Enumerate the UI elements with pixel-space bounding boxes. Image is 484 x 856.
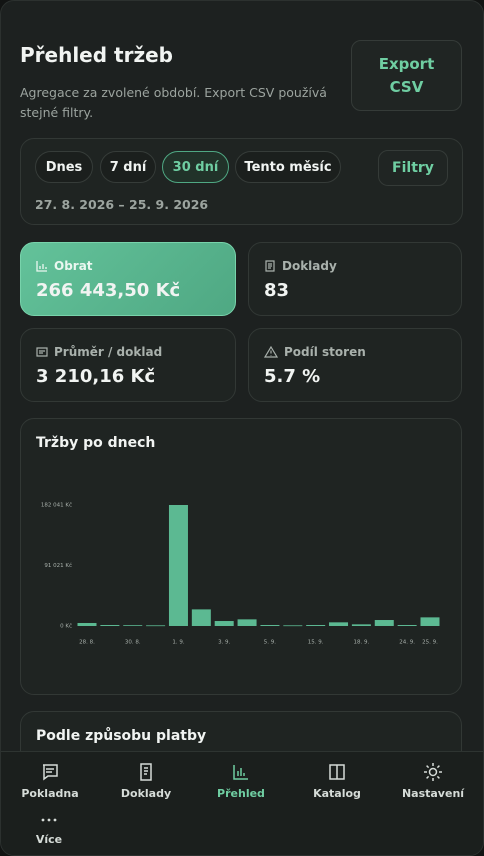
nav-item[interactable]: Přehled (193, 762, 289, 800)
kpi-value: 83 (264, 280, 290, 301)
chart-title: Tržby po dnech (36, 435, 155, 451)
bar (283, 625, 303, 627)
nav-item[interactable]: Nastavení (385, 762, 481, 800)
nav-label: Více (35, 833, 63, 846)
kpi-value: 5.7 % (264, 366, 321, 387)
nav-item[interactable]: Více (1, 812, 97, 846)
kpi-card: Průměr / doklad 3 210,16 Kč (20, 328, 236, 402)
y-tick-label: 0 Kč (60, 623, 72, 630)
icon (424, 763, 442, 781)
icon (233, 765, 248, 780)
nav-label: Doklady (120, 787, 172, 800)
chip[interactable]: 30 dní (162, 151, 229, 183)
bottom-nav: Pokladna Doklady Přehled Katalog Nastave… (1, 751, 483, 855)
icon (36, 261, 47, 272)
y-tick-label: 91 021 Kč (44, 562, 72, 569)
filter-card: Dnes 7 dní 30 dní Tento měsíc Filtry 27.… (20, 138, 463, 225)
nav-label: Nastavení (401, 787, 465, 800)
icon (43, 764, 58, 781)
bar (420, 617, 440, 626)
chart: Tržby po dnech 0 Kč 91 021 Kč 182 041 Kč 28… (36, 435, 440, 646)
nav-label: Pokladna (21, 787, 79, 800)
x-tick-label: 15. 9. (308, 640, 324, 646)
bar (214, 621, 234, 626)
kpi-label: Doklady (282, 259, 337, 273)
icon (329, 764, 345, 780)
x-tick-label: 28. 8. (79, 640, 95, 646)
nav-item[interactable]: Doklady (98, 762, 194, 800)
kpi-card: Podíl storen 5.7 % (248, 328, 462, 402)
page-subtitle: Agregace za zvolené období. Export CSV p… (20, 85, 327, 120)
chip[interactable]: Dnes (35, 151, 93, 183)
kpi-card: Obrat 266 443,50 Kč (20, 242, 236, 316)
icon (264, 346, 278, 358)
bar (260, 625, 280, 626)
bar (374, 620, 394, 626)
chip[interactable]: Tento měsíc (235, 151, 341, 183)
date-range: 27. 8. 2026 – 25. 9. 2026 (35, 197, 209, 212)
nav-item[interactable]: Pokladna (2, 762, 98, 800)
bar (77, 623, 97, 626)
kpi-value: 266 443,50 Kč (36, 280, 181, 301)
nav-label: Přehled (217, 787, 265, 800)
kpi-label: Obrat (54, 259, 93, 273)
bar (123, 625, 143, 627)
chip[interactable]: 7 dní (100, 151, 156, 183)
bar (191, 609, 211, 626)
icon (140, 763, 152, 781)
y-tick-label: 182 041 Kč (41, 502, 72, 509)
nav-label: Katalog (313, 787, 361, 800)
bar (397, 625, 417, 626)
nav-item[interactable]: Katalog (289, 762, 385, 800)
icon (265, 260, 275, 272)
x-tick-label: 3. 9. (218, 640, 230, 646)
kpi-card: Doklady 83 (248, 242, 462, 316)
bar (329, 622, 349, 626)
icon (36, 347, 48, 357)
filter-button[interactable]: Filtry (378, 150, 448, 186)
kpi-label: Průměr / doklad (54, 345, 163, 359)
x-tick-label: 30. 8. (125, 640, 141, 646)
page-title: Přehled tržeb (20, 43, 173, 67)
chart-card: Tržby po dnech 0 Kč 91 021 Kč 182 041 Kč 28… (20, 418, 462, 695)
bar (237, 619, 257, 626)
icon (41, 818, 57, 822)
bar (306, 625, 326, 626)
kpi-value: 3 210,16 Kč (36, 366, 156, 387)
x-tick-label: 24. 9. (399, 640, 415, 646)
bar (100, 625, 120, 626)
kpi-label: Podíl storen (284, 345, 366, 359)
bar (146, 625, 166, 627)
export-button[interactable]: Export CSV (351, 40, 462, 111)
bar (351, 624, 371, 626)
x-tick-label: 18. 9. (354, 640, 370, 646)
bar (168, 505, 188, 626)
x-tick-label: 1. 9. (172, 640, 184, 646)
x-tick-label: 5. 9. (264, 640, 276, 646)
section-title: Podle způsobu platby (36, 728, 207, 744)
x-tick-label: 25. 9. (422, 640, 438, 646)
